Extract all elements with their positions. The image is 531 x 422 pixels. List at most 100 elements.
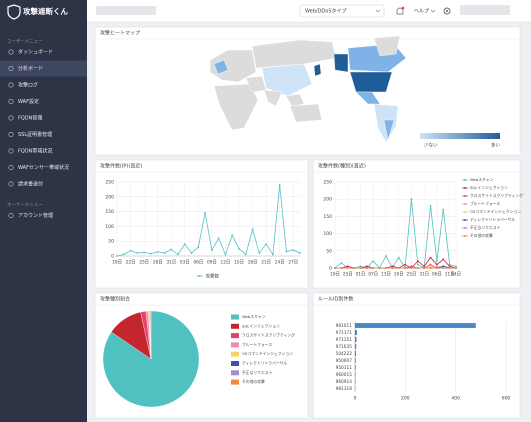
sidebar-item[interactable]: FQDN帯域状況	[18, 148, 52, 155]
notification-dot	[401, 6, 405, 10]
settings-icon[interactable]	[443, 7, 451, 15]
data-point	[122, 253, 125, 256]
select-chevron	[375, 9, 381, 13]
sidebar-item[interactable]: 請求書送付	[18, 181, 43, 188]
map-se-asia	[285, 93, 305, 107]
legend-swatch	[231, 314, 239, 320]
data-point	[372, 267, 375, 269]
data-point	[340, 261, 343, 264]
panel-title: 攻撃ヒートマップ	[100, 30, 140, 37]
data-point	[163, 252, 166, 254]
panel-title: 攻撃種別割合	[100, 296, 130, 303]
data-point	[244, 253, 247, 256]
legend-label[interactable]: ディレクトリトラバーサル	[470, 217, 515, 222]
heat-legend-high: 多い	[491, 142, 500, 149]
map-alaska	[333, 53, 349, 73]
sidebar-item[interactable]: WAF設定	[18, 98, 39, 105]
bar	[355, 323, 476, 328]
legend-label[interactable]: OSコマンドインジェクション	[470, 209, 521, 214]
x-tick-label: 21日	[261, 260, 271, 266]
map-mexico	[355, 91, 381, 105]
data-point	[365, 265, 368, 268]
legend-label[interactable]: Webスキャン	[470, 177, 494, 182]
map-australia	[289, 103, 323, 123]
map-south-asia	[263, 89, 283, 107]
data-point	[423, 265, 426, 268]
legend-label[interactable]: その他の攻撃	[470, 233, 493, 238]
legend-swatch-dot	[464, 235, 466, 237]
data-point	[435, 267, 438, 269]
data-point	[429, 263, 432, 266]
map-middle-east	[245, 75, 267, 93]
legend-label[interactable]: 不正なリクエスト	[470, 225, 501, 230]
x-tick-label: 19日	[330, 272, 340, 278]
map-europe	[209, 49, 257, 83]
y-tick-label: 981318	[336, 386, 353, 392]
sidebar-icon	[8, 82, 14, 88]
data-point	[404, 267, 406, 269]
help-menu[interactable]: ヘルプ	[414, 9, 429, 15]
legend-label[interactable]: クロスサイトスクリプティング	[470, 193, 523, 198]
y-tick-label: 150	[105, 209, 114, 215]
legend-label[interactable]: 不正なリクエスト	[242, 370, 273, 375]
legend-swatch	[231, 342, 239, 348]
x-tick-label: 14日	[451, 272, 461, 278]
data-point	[397, 256, 400, 259]
legend-label[interactable]: その他の攻撃	[242, 379, 265, 384]
x-tick-label: 28日	[153, 260, 163, 266]
data-point	[404, 263, 406, 266]
legend-label[interactable]: SQLインジェクション	[470, 185, 508, 190]
bar	[355, 337, 357, 342]
data-point	[359, 267, 362, 269]
data-point	[416, 263, 419, 266]
map-usa	[349, 71, 393, 93]
map-japan	[313, 63, 322, 77]
data-point	[265, 243, 268, 246]
x-tick-label: 06日	[432, 272, 442, 278]
sidebar-item[interactable]: 攻撃ログ	[18, 82, 38, 89]
x-tick-label: 25日	[407, 272, 417, 278]
legend-label[interactable]: Webスキャン	[242, 314, 266, 319]
data-point	[423, 267, 426, 269]
data-point	[183, 243, 186, 246]
data-point	[190, 252, 193, 254]
sidebar-item[interactable]: SSL証明書管理	[18, 131, 52, 138]
series-line	[116, 184, 301, 257]
data-point	[385, 267, 387, 269]
data-point	[429, 267, 432, 269]
data-point	[435, 260, 438, 263]
panel-title: 攻撃件数(IP)(直近)	[100, 163, 142, 170]
type-select[interactable]	[299, 4, 385, 18]
map-greenland	[373, 35, 401, 57]
help-chevron	[430, 9, 436, 13]
legend-label[interactable]: クロスサイトスクリプティング	[242, 333, 295, 338]
bell-icon[interactable]	[396, 7, 404, 15]
y-tick-label: 100	[323, 231, 332, 237]
legend-label[interactable]: ブルートフォース	[470, 201, 500, 206]
legend-label[interactable]: ブルートフォース	[242, 342, 272, 347]
data-point	[129, 249, 132, 252]
data-point	[442, 267, 445, 269]
y-tick-label: 991011	[336, 323, 353, 329]
legend-label[interactable]: ディレクトリトラバーサル	[242, 361, 287, 366]
data-point	[156, 250, 159, 253]
user-name-redacted	[96, 6, 156, 15]
account-redacted	[460, 5, 510, 15]
y-tick-label: 200	[105, 194, 114, 200]
sidebar-item[interactable]: 分析ボード	[18, 65, 43, 72]
legend-label[interactable]: 攻撃数	[206, 273, 220, 280]
logo[interactable]: 攻撃遮断くん	[23, 6, 68, 16]
legend-label[interactable]: SQLインジェクション	[242, 323, 280, 328]
x-tick-label: 19日	[112, 260, 122, 266]
x-tick-label: 25日	[139, 260, 149, 266]
sidebar-item[interactable]: FQDN管理	[18, 115, 42, 122]
legend-swatch	[231, 351, 239, 357]
y-tick-label: 960914	[336, 379, 353, 385]
sidebar-item[interactable]: ダッシュボード	[18, 49, 53, 56]
y-tick-label: 504222	[336, 351, 353, 357]
legend-label[interactable]: OSコマンドインジェクション	[242, 351, 293, 356]
data-point	[204, 212, 207, 214]
sidebar-item[interactable]: WAFセンサー帯域状況	[18, 164, 69, 171]
y-tick-label: 250	[105, 180, 114, 186]
sidebar-item[interactable]: アカウント管理	[18, 212, 53, 219]
